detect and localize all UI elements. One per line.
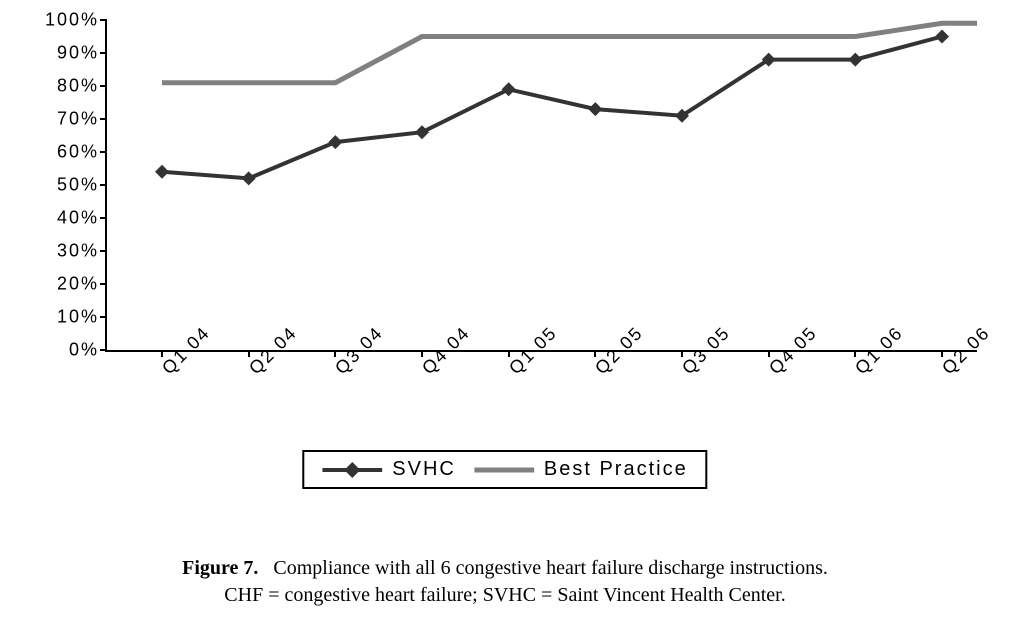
xtick-mark: [421, 350, 423, 357]
caption-line-2: CHF = congestive heart failure; SVHC = S…: [224, 584, 785, 606]
legend: SVHC Best Practice: [302, 450, 707, 489]
ytick-label: 90%: [57, 43, 107, 64]
xtick-mark: [594, 350, 596, 357]
xtick-mark: [334, 350, 336, 357]
figure-label: Figure 7.: [182, 557, 258, 579]
chart-container: 0%10%20%30%40%50%60%70%80%90%100%Q1 04Q2…: [20, 10, 990, 410]
legend-item-best-practice: Best Practice: [474, 458, 688, 481]
legend-swatch-best-practice: [474, 460, 534, 480]
legend-swatch-svhc: [322, 460, 382, 480]
series-marker: [935, 30, 949, 44]
ytick-label: 30%: [57, 241, 107, 262]
series-marker: [155, 165, 169, 179]
series-marker: [242, 171, 256, 185]
plot-area: 0%10%20%30%40%50%60%70%80%90%100%Q1 04Q2…: [105, 20, 977, 352]
ytick-label: 40%: [57, 208, 107, 229]
series-line: [162, 23, 977, 82]
chart-svg: [107, 20, 977, 350]
xtick-mark: [248, 350, 250, 357]
ytick-label: 100%: [45, 10, 107, 31]
xtick-mark: [161, 350, 163, 357]
xtick-mark: [941, 350, 943, 357]
caption-line-1: Compliance with all 6 congestive heart f…: [273, 557, 827, 579]
ytick-label: 20%: [57, 274, 107, 295]
figure-caption: Figure 7. Compliance with all 6 congesti…: [0, 555, 1010, 609]
ytick-label: 70%: [57, 109, 107, 130]
ytick-label: 60%: [57, 142, 107, 163]
ytick-label: 0%: [69, 340, 107, 361]
xtick-mark: [508, 350, 510, 357]
xtick-mark: [768, 350, 770, 357]
series-marker: [328, 135, 342, 149]
series-marker: [848, 53, 862, 67]
series-marker: [415, 125, 429, 139]
xtick-mark: [854, 350, 856, 357]
series-marker: [588, 102, 602, 116]
xtick-mark: [681, 350, 683, 357]
series-marker: [502, 82, 516, 96]
series-line: [162, 37, 942, 179]
legend-label-best-practice: Best Practice: [544, 458, 688, 481]
ytick-label: 50%: [57, 175, 107, 196]
ytick-label: 10%: [57, 307, 107, 328]
ytick-label: 80%: [57, 76, 107, 97]
legend-item-svhc: SVHC: [322, 458, 456, 481]
page-root: 0%10%20%30%40%50%60%70%80%90%100%Q1 04Q2…: [0, 0, 1010, 634]
legend-label-svhc: SVHC: [392, 458, 456, 481]
